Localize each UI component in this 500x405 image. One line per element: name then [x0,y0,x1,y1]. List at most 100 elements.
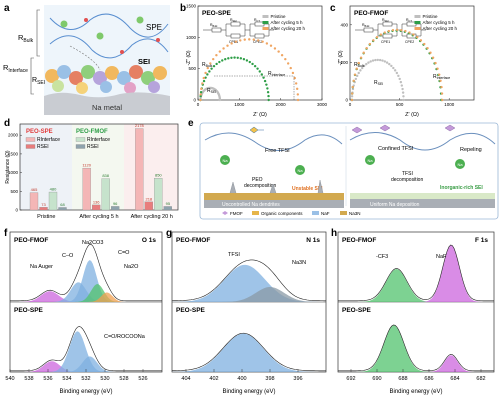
data-point [374,58,377,62]
x-tick-label: 398 [265,376,274,382]
fitted-peak [172,333,326,372]
x-tick-label: 396 [293,376,302,382]
data-point [212,57,215,61]
fitted-peak [10,284,162,302]
y-tick-label: 2000 [8,133,19,138]
fitted-peak [338,355,494,372]
data-point [243,38,246,41]
legend-label: Pristine [270,14,286,19]
legend-fmof-label: FMOF [230,211,243,216]
data-point [253,64,257,68]
data-point [365,62,368,66]
polymer-chain-left [204,132,343,151]
envelope-line [338,244,494,302]
legend-swatch [25,144,36,149]
envelope-line [10,243,162,302]
data-point [355,67,358,70]
circuit-r1-label: RBulk [362,23,370,28]
fitted-peak [172,287,326,302]
data-point [440,85,443,89]
data-point [296,93,300,96]
na-label-left: Na [297,168,303,173]
panel-letter-f: f [4,228,8,239]
x-tick-label: 1000 [234,102,245,107]
y-tick-label: 500 [188,66,196,71]
bar-value-label: 838 [102,173,109,178]
interface-bracket [30,57,34,95]
data-point [296,98,300,102]
panel-h: h PEO-FMOF PEO-SPE F 1s 692 690 688 686 684 6… [331,228,495,395]
y-axis-label-d: Resistance (Ω) [5,150,11,184]
x-tick-label: 526 [138,376,147,382]
data-point [267,94,270,98]
data-point [416,36,419,39]
data-point [400,28,403,32]
x-tick-label: 0 [197,102,200,107]
data-point [440,92,444,95]
sei-layer [45,65,167,94]
x-tick-label: 400 [237,376,246,382]
x-axis-label-c: Z' (Ω) [405,112,419,118]
data-point [267,98,270,102]
data-point [387,29,391,33]
peak-label-cf3: -CF3 [376,254,388,260]
bar [58,207,67,211]
polymer-node [120,50,124,54]
data-point [202,79,206,83]
sei-strip-right [350,193,495,199]
xps-plot-f: 540 538 536 534 532 530 528 526 [5,243,162,382]
data-point [199,91,203,94]
panel-letter-b: b [180,3,186,14]
circuit-r2-label: RSEI [382,18,389,23]
data-point [365,46,368,50]
data-point [260,73,263,76]
y-tick-label: 500 [10,189,18,194]
fmof-icons [351,124,456,134]
panel-letter-e: e [188,118,194,129]
x-tick-label: 682 [476,376,485,382]
repeling-label: Repeling [460,147,482,153]
envelope-line [338,324,494,372]
plot-frame-b [197,5,323,101]
data-point [359,69,362,72]
peo-decomp-label-2: decomposition [244,183,276,189]
legend-label: After cycling 5 h [422,20,455,25]
data-point [218,60,221,64]
annotation-interface-c: RInterface [433,74,450,80]
data-point [404,29,407,33]
circuit-r1-label: RBulk [210,23,218,28]
bar [101,178,110,211]
data-point [398,77,401,81]
legend-naf-label: NaF [321,211,330,216]
data-point [284,57,287,61]
panel-letter-h: h [331,228,337,239]
panel-b: b PEO-SPE RBulk RSEI RCT CPE1 CPE2 Prist… [180,3,328,118]
annotation-sei-b: RSEI [207,88,216,94]
panel-e: e Na Na Free TFSI PEO decomposition Unst… [188,118,499,220]
data-point [378,58,382,62]
nyquist-plot-b: 0 1000 2000 3000 0 500 1000 1500 [186,4,328,108]
data-point [350,95,354,98]
data-point [383,60,387,63]
x-tick-label: 402 [209,376,218,382]
na-ion-left [295,165,305,175]
data-point [401,91,405,94]
data-point [209,62,212,65]
data-point [400,84,404,87]
bar-value-label: 96 [113,201,118,206]
data-point [379,33,383,36]
data-point [402,98,405,102]
legend-organic-label: Organic components [261,211,303,216]
bar-value-label: 850 [155,173,162,178]
data-point [215,53,218,57]
r-interface-label: RInterface [3,63,28,74]
interface-guide-b [214,75,295,100]
data-point [269,44,273,47]
data-point [202,76,205,80]
data-point [245,59,249,62]
circuit-cpe1-label: CPE1 [229,40,238,44]
x-tick-label: 690 [372,376,381,382]
data-point [262,76,265,79]
bar-value-label: 480 [50,187,57,192]
data-point [218,98,222,102]
